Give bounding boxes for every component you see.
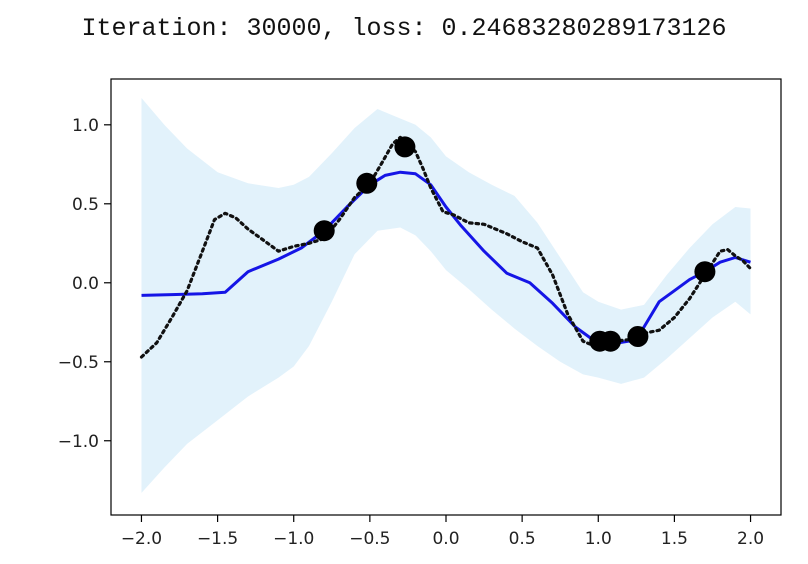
context-point xyxy=(600,330,621,352)
context-point xyxy=(394,136,416,158)
y-tick-label: −1.0 xyxy=(58,432,99,452)
context-point xyxy=(694,261,716,283)
context-point xyxy=(313,220,335,242)
confidence-band-layer xyxy=(141,98,751,493)
x-tick-label: 0.0 xyxy=(432,529,459,549)
series-layer xyxy=(139,135,753,359)
context-points-layer xyxy=(313,136,716,352)
context-point xyxy=(356,172,378,194)
x-axis: −2.0 −1.5 −1.0 −0.5 0.0 0.5 1.0 1.5 2.0 xyxy=(121,515,764,549)
chart-title: Iteration: 30000, loss: 0.24683280289173… xyxy=(81,14,727,43)
y-tick-label: 1.0 xyxy=(72,116,99,136)
y-tick-label: 0.5 xyxy=(72,195,99,215)
x-tick-label: 2.0 xyxy=(737,529,764,549)
x-tick-label: −2.0 xyxy=(121,529,162,549)
y-tick-label: −0.5 xyxy=(58,353,99,373)
target-function-line xyxy=(139,135,753,359)
predicted-mean-line xyxy=(141,170,751,346)
context-point xyxy=(627,326,649,347)
confidence-band xyxy=(141,98,751,493)
x-tick-label: 0.5 xyxy=(509,529,536,549)
x-tick-label: −0.5 xyxy=(349,529,390,549)
x-tick-label: 1.0 xyxy=(585,529,612,549)
y-axis: 1.0 0.5 0.0 −0.5 −1.0 xyxy=(58,116,111,452)
x-tick-label: −1.0 xyxy=(273,529,314,549)
x-tick-label: 1.5 xyxy=(661,529,688,549)
x-tick-label: −1.5 xyxy=(197,529,238,549)
y-tick-label: 0.0 xyxy=(72,274,99,294)
